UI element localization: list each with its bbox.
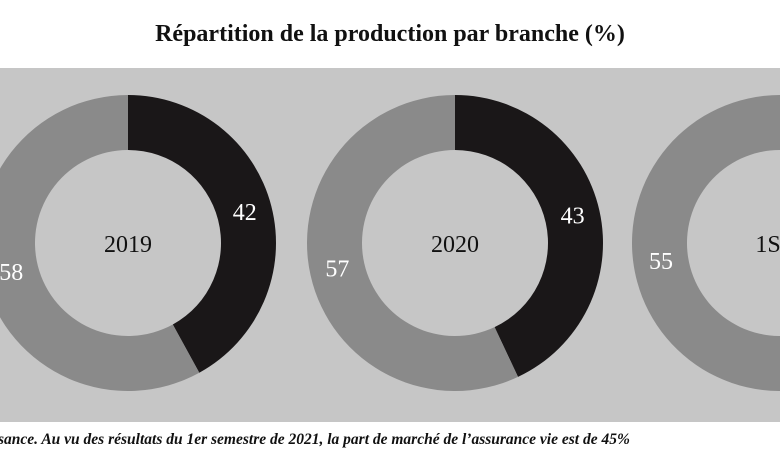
chart-panel: 42 58 2019 43 57 2020 55 1S20 — [0, 68, 780, 422]
donut-2-value-label-1: 43 — [561, 204, 585, 230]
donut-charts: 42 58 2019 43 57 2020 55 1S20 — [0, 68, 780, 422]
donut-1-center-label: 2019 — [104, 232, 152, 258]
donut-2-slice-2 — [307, 95, 519, 391]
caption-label: sance. Au vu des résultats du 1er semest… — [0, 431, 630, 448]
donut-3-center-label: 1S20 — [755, 232, 780, 258]
donut-1-value-label-1: 42 — [233, 200, 257, 226]
donut-1-slice-1 — [128, 95, 277, 373]
chart-title: Répartition de la production par branche… — [155, 20, 625, 47]
donut-2-value-label-2: 57 — [325, 256, 349, 282]
donut-2-center-label: 2020 — [431, 232, 479, 258]
donut-3-value-label-2: 55 — [649, 249, 673, 275]
donut-1: 42 58 2019 — [0, 95, 277, 391]
donut-2-slice-1 — [455, 95, 603, 377]
donut-1-slice-2 — [0, 95, 200, 391]
donut-2: 43 57 2020 — [307, 95, 603, 391]
donut-1-value-label-2: 58 — [0, 260, 23, 286]
caption-text: sance. Au vu des résultats du 1er semest… — [0, 424, 780, 456]
donut-3-slice-2 — [632, 95, 780, 391]
donut-3: 55 1S20 — [632, 95, 780, 391]
